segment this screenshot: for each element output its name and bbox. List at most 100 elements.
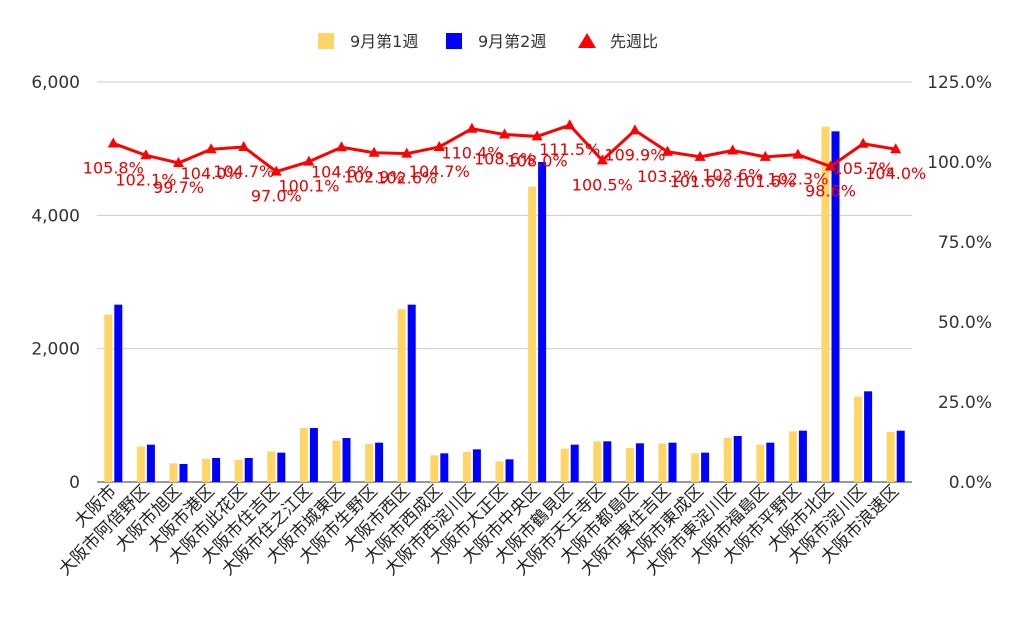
legend-label: 9月第1週 bbox=[350, 32, 418, 51]
ratio-data-label: 101.6% bbox=[670, 172, 731, 191]
ratio-marker bbox=[792, 148, 804, 159]
ratio-data-label: 105.8% bbox=[83, 158, 144, 177]
ratio-data-label: 102.1% bbox=[115, 170, 176, 189]
ratio-data-label: 104.7% bbox=[409, 162, 470, 181]
ratio-data-label: 110.4% bbox=[441, 144, 502, 163]
bar-week2 bbox=[407, 304, 416, 482]
ratio-marker bbox=[270, 165, 282, 176]
gridlines bbox=[97, 81, 912, 483]
ratio-marker bbox=[629, 124, 641, 135]
data-labels: 105.8%102.1%99.7%104.0%104.7%97.0%100.1%… bbox=[83, 140, 926, 205]
ratio-marker bbox=[466, 122, 478, 133]
ratio-marker bbox=[531, 130, 543, 141]
ratio-data-label: 104.6% bbox=[311, 162, 372, 181]
ratio-data-label: 97.0% bbox=[251, 187, 302, 206]
ratio-marker bbox=[433, 140, 445, 151]
bar-week1 bbox=[625, 448, 634, 482]
y-right-tick-label: 50.0% bbox=[938, 313, 992, 333]
bar-week1 bbox=[234, 460, 243, 482]
ratio-data-label: 102.6% bbox=[376, 169, 437, 188]
bar-week2 bbox=[701, 452, 710, 482]
bar-week2 bbox=[179, 464, 188, 482]
ratio-data-label: 111.5% bbox=[539, 140, 600, 159]
bar-week2 bbox=[733, 436, 742, 482]
ratio-marker bbox=[857, 137, 869, 148]
y-right-tick-label: 75.0% bbox=[938, 233, 992, 253]
bar-week2 bbox=[342, 438, 351, 482]
bar-week2 bbox=[472, 449, 481, 482]
ratio-data-label: 104.7% bbox=[213, 162, 274, 181]
legend-triangle-icon bbox=[578, 33, 596, 48]
bar-week1 bbox=[430, 455, 439, 482]
bar-week1 bbox=[299, 428, 308, 482]
bar-week2 bbox=[635, 443, 644, 482]
legend-label: 先週比 bbox=[610, 32, 658, 51]
bar-week1 bbox=[821, 126, 830, 483]
ratio-data-label: 104.0% bbox=[865, 164, 926, 183]
ratio-data-label: 102.3% bbox=[767, 170, 828, 189]
bar-week2 bbox=[440, 453, 449, 482]
right-axis-ticks: 0.0% 25.0% 50.0% 75.0% 100.0% 125.0% bbox=[927, 73, 992, 493]
bar-week1 bbox=[495, 461, 504, 482]
ratio-marker bbox=[825, 160, 836, 171]
ratio-data-label: 109.9% bbox=[604, 145, 665, 164]
ratio-marker bbox=[205, 143, 217, 154]
bar-week2 bbox=[831, 131, 840, 483]
category-labels: 大阪市大阪市阿倍野区大阪市旭区大阪市港区大阪市此花区大阪市住吉区大阪市住之江区大… bbox=[55, 481, 903, 579]
bar-week2 bbox=[505, 459, 514, 482]
bar-week1 bbox=[397, 309, 406, 482]
bar-week2 bbox=[668, 442, 677, 482]
y-left-tick-label: 6,000 bbox=[31, 73, 80, 93]
bar-week2 bbox=[570, 444, 579, 482]
bar-week1 bbox=[854, 396, 863, 482]
bar-week1 bbox=[691, 453, 700, 482]
line-series bbox=[107, 119, 902, 176]
ratio-data-label: 99.7% bbox=[153, 178, 204, 197]
bar-week2 bbox=[146, 444, 155, 482]
ratio-marker bbox=[336, 141, 347, 152]
bar-week1 bbox=[593, 441, 602, 482]
bar-week1 bbox=[332, 440, 341, 482]
y-right-tick-label: 0.0% bbox=[949, 473, 992, 493]
bar-week2 bbox=[244, 458, 253, 482]
legend: 9月第1週 9月第2週 先週比 bbox=[318, 32, 658, 51]
ratio-marker bbox=[401, 147, 413, 158]
ratio-data-label: 108.6% bbox=[474, 149, 535, 168]
ratio-data-label: 104.0% bbox=[181, 164, 242, 183]
y-right-tick-label: 125.0% bbox=[927, 73, 992, 93]
ratio-marker bbox=[890, 143, 902, 154]
bar-week1 bbox=[723, 438, 732, 482]
ratio-marker bbox=[499, 128, 510, 139]
bar-week1 bbox=[658, 443, 667, 482]
bar-week1 bbox=[267, 451, 276, 482]
y-left-tick-label: 2,000 bbox=[31, 340, 80, 360]
bar-week2 bbox=[212, 458, 221, 482]
legend-swatch bbox=[446, 33, 462, 49]
bar-week2 bbox=[309, 428, 318, 482]
ratio-data-label: 98.6% bbox=[805, 181, 856, 200]
ratio-marker bbox=[564, 119, 576, 130]
ratio-marker bbox=[303, 155, 315, 166]
ratio-data-label: 103.6% bbox=[702, 165, 763, 184]
bar-week2 bbox=[538, 162, 547, 482]
ratio-data-label: 108.0% bbox=[507, 151, 568, 170]
bar-week2 bbox=[798, 430, 807, 482]
ratio-data-label: 101.6% bbox=[735, 172, 796, 191]
ratio-marker bbox=[727, 144, 739, 155]
bar-week2 bbox=[603, 441, 612, 482]
bar-week2 bbox=[766, 442, 775, 482]
bar-week2 bbox=[277, 452, 286, 482]
ratio-data-label: 105.7% bbox=[833, 159, 894, 178]
ratio-marker bbox=[662, 145, 673, 156]
bar-series bbox=[104, 126, 905, 483]
ratio-marker bbox=[140, 149, 152, 160]
ratio-data-label: 100.1% bbox=[278, 177, 339, 196]
bar-week1 bbox=[462, 452, 471, 482]
ratio-data-label: 100.5% bbox=[572, 175, 633, 194]
ratio-marker bbox=[759, 150, 771, 161]
y-left-tick-label: 0 bbox=[69, 473, 80, 493]
ratio-marker bbox=[694, 150, 706, 161]
ratio-marker bbox=[107, 137, 119, 148]
